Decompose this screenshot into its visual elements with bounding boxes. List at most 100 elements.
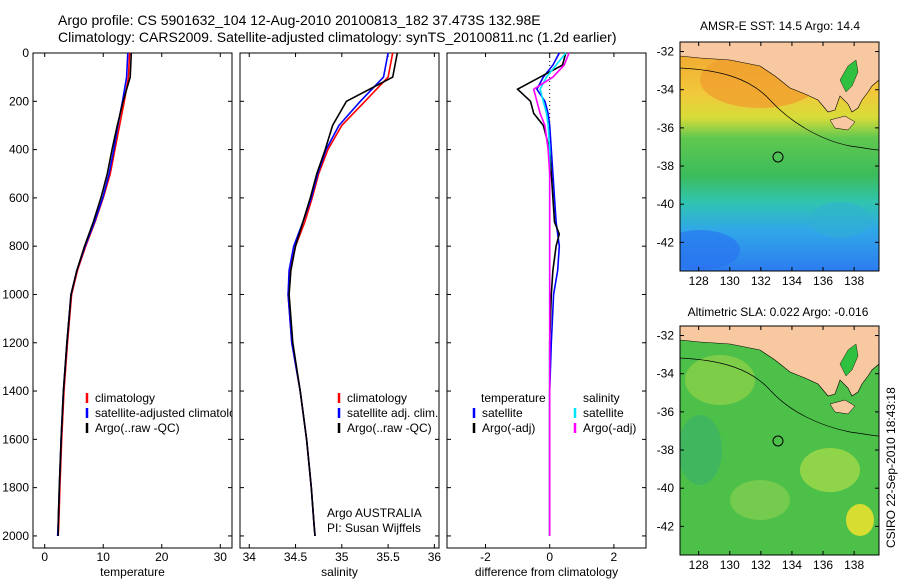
lon-tick-label: 130 xyxy=(720,558,740,572)
y-tick-label: 1200 xyxy=(2,336,29,350)
figure-title-line-1: Argo profile: CS 5901632_104 12-Aug-2010… xyxy=(58,12,541,28)
sla-map: -32 -34 -36 -38 -40 -42 128 130 132 134 136 138 xyxy=(657,325,880,572)
panel-temperature: 0 200 400 600 800 1000 1200 1400 1600 1800 2000 0 10… xyxy=(2,46,233,579)
sla-low-1 xyxy=(680,415,722,485)
sst-map: -32 -34 -36 -38 -40 -42 128 130 132 134 136 138 xyxy=(657,41,880,288)
sst-cold-patch xyxy=(680,230,740,270)
sla-high-1 xyxy=(685,355,755,405)
temperature-legend-label: Argo(..raw -QC) xyxy=(95,421,180,435)
x-tick-label: 20 xyxy=(155,550,169,564)
y-tick-label: 1000 xyxy=(2,287,29,301)
x-tick-label: -2 xyxy=(480,550,491,564)
lat-tick-label: -42 xyxy=(657,519,675,533)
lat-tick-label: -38 xyxy=(657,443,675,457)
x-tick-label: 30 xyxy=(214,550,228,564)
y-tick-label: 2000 xyxy=(2,529,29,543)
lat-tick-label: -36 xyxy=(657,121,675,135)
sst-island xyxy=(829,115,856,131)
sla-high-2 xyxy=(800,448,860,492)
sst-float-marker xyxy=(772,151,784,163)
lat-tick-label: -40 xyxy=(657,197,675,211)
lat-tick-label: -34 xyxy=(657,367,675,381)
lon-tick-label: 136 xyxy=(813,558,833,572)
x-axis-label: temperature xyxy=(100,565,165,579)
lon-tick-label: 130 xyxy=(720,274,740,288)
sst-map-title: AMSR-E SST: 14.5 Argo: 14.4 xyxy=(699,19,861,33)
sla-peak xyxy=(846,504,874,536)
x-tick-label: 0 xyxy=(546,550,553,564)
lon-tick-label: 128 xyxy=(689,274,709,288)
x-tick-label: 35 xyxy=(335,550,349,564)
salinity-legend-label: Argo(..raw -QC) xyxy=(347,421,432,435)
figure-title-line-2: Climatology: CARS2009. Satellite-adjuste… xyxy=(58,29,617,45)
x-tick-label: 34.5 xyxy=(284,550,308,564)
x-tick-label: 10 xyxy=(97,550,111,564)
panel-frame-salinity xyxy=(239,52,440,549)
lon-tick-label: 138 xyxy=(844,558,864,572)
sla-high-3 xyxy=(730,480,790,520)
difference-legend-temperature-label: satellite xyxy=(482,406,523,420)
difference-legend-salinity-title: salinity xyxy=(583,391,620,405)
salinity-note-agency: Argo AUSTRALIA xyxy=(327,506,422,520)
series-line-temperature-2 xyxy=(57,52,133,536)
y-tick-label: 1600 xyxy=(2,432,29,446)
lon-tick-label: 136 xyxy=(813,274,833,288)
x-tick-label: 34 xyxy=(243,550,257,564)
x-tick-label: 2 xyxy=(611,550,618,564)
sla-float-marker xyxy=(772,435,784,447)
lon-tick-label: 132 xyxy=(751,558,771,572)
salinity-note-pi: PI: Susan Wijffels xyxy=(327,521,421,535)
series-line-difference-0 xyxy=(535,52,561,536)
x-axis-label: difference from climatology xyxy=(475,565,618,579)
lat-tick-label: -32 xyxy=(657,329,675,343)
x-axis-label: salinity xyxy=(321,565,358,579)
difference-legend-temperature-title: temperature xyxy=(481,391,546,405)
lon-tick-label: 138 xyxy=(844,274,864,288)
lat-tick-label: -34 xyxy=(657,83,675,97)
panel-salinity: 34 34.5 35 35.5 36 salinity xyxy=(239,52,442,579)
panel-frame-difference xyxy=(446,52,647,549)
difference-legend-salinity-label: Argo(-adj) xyxy=(583,421,636,435)
lat-tick-label: -38 xyxy=(657,159,675,173)
y-tick-label: 600 xyxy=(9,191,29,205)
lat-tick-label: -32 xyxy=(657,45,675,59)
difference-legend-salinity-label: satellite xyxy=(583,406,624,420)
series-line-difference-3 xyxy=(532,52,570,536)
sla-shelf-contour xyxy=(680,357,879,437)
x-tick-label: 35.5 xyxy=(376,550,400,564)
lon-tick-label: 134 xyxy=(782,558,802,572)
sst-land-mass xyxy=(680,42,879,113)
difference-legend-temperature-label: Argo(-adj) xyxy=(482,421,535,435)
sla-map-title: Altimetric SLA: 0.022 Argo: -0.016 xyxy=(687,305,869,319)
x-tick-label: 36 xyxy=(428,550,442,564)
x-tick-label: 0 xyxy=(41,550,48,564)
sst-shelf-contour xyxy=(680,67,879,151)
y-tick-label: 1800 xyxy=(2,481,29,495)
lon-tick-label: 132 xyxy=(751,274,771,288)
sst-gulf-patch xyxy=(839,59,859,93)
y-tick-label: 400 xyxy=(9,143,29,157)
sst-map-frame xyxy=(679,41,880,272)
panel-frame-temperature xyxy=(32,52,233,549)
temperature-legend-label: climatology xyxy=(95,391,155,405)
y-tick-label: 200 xyxy=(9,94,29,108)
y-tick-label: 800 xyxy=(9,239,29,253)
lon-tick-label: 134 xyxy=(782,274,802,288)
sla-map-ticks: -32 -34 -36 -38 -40 -42 128 130 132 134 136 138 xyxy=(657,326,879,572)
y-tick-label: 1400 xyxy=(2,384,29,398)
lat-tick-label: -36 xyxy=(657,405,675,419)
salinity-legend-label: satellite adj. clim. xyxy=(347,406,438,420)
salinity-legend-label: climatology xyxy=(347,391,407,405)
temperature-legend-label: satellite-adjusted climatology xyxy=(95,406,248,420)
lon-tick-label: 128 xyxy=(689,558,709,572)
sst-cool-patch xyxy=(810,202,870,238)
profile-panels: 0 200 400 600 800 1000 1200 1400 1600 1800 2000 0 10… xyxy=(2,46,647,579)
lat-tick-label: -40 xyxy=(657,481,675,495)
lat-tick-label: -42 xyxy=(657,235,675,249)
sla-gulf-patch xyxy=(839,343,859,377)
sst-map-ticks: -32 -34 -36 -38 -40 -42 128 130 132 134 136 138 xyxy=(657,42,879,288)
sla-land-mass xyxy=(680,326,879,397)
